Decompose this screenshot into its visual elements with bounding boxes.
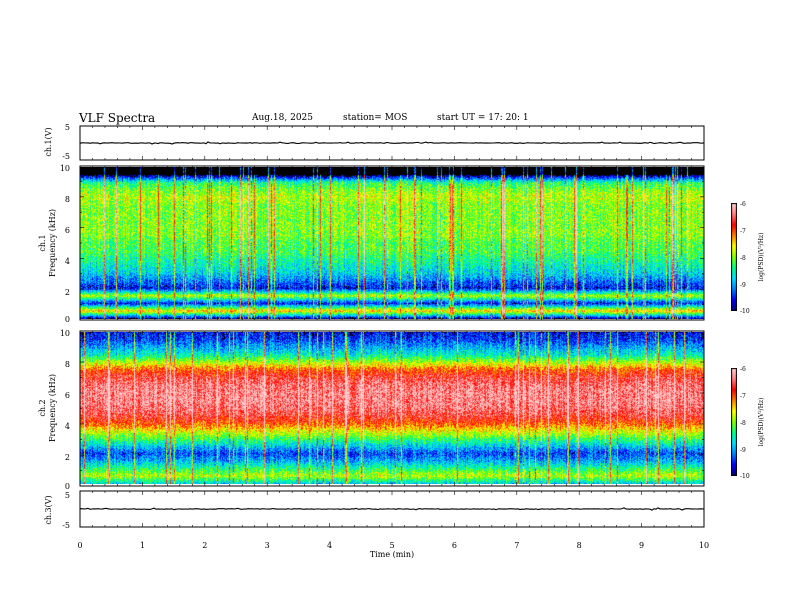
ch2-freq-tick-4: 4 (65, 422, 70, 431)
ch1-freq-ticks: 0 2 4 6 8 10 (60, 164, 70, 324)
colorbar-2-labels: -6 -7 -8 -9 -10 log(PSD)(V²/Hz) (740, 366, 765, 480)
ch1-freq-tick-8: 8 (65, 195, 70, 204)
ch1-freq-tick-6: 6 (65, 226, 70, 235)
panel-frame-2 (79, 165, 705, 321)
cbar1-label: log(PSD)(V²/Hz) (758, 233, 765, 282)
ch1-freq-tick-2: 2 (65, 288, 70, 297)
channel-1-colorbar (731, 203, 737, 311)
ch1-label: ch.1 (38, 234, 47, 251)
x-tick-5: 5 (389, 541, 394, 550)
station-label: station= MOS (343, 113, 408, 123)
cbar2-tick-minus8: -8 (740, 420, 746, 427)
figure-title: VLF Spectra (79, 111, 156, 125)
channel-2-colorbar (731, 368, 737, 476)
x-tick-4: 4 (327, 541, 332, 550)
x-tick-7: 7 (514, 541, 519, 550)
ch1-voltage-tick-bottom: -5 (62, 152, 70, 161)
ch3-voltage-tick-top: 5 (65, 491, 70, 500)
date-label: Aug.18, 2025 (252, 113, 313, 123)
x-tick-1: 1 (140, 541, 145, 550)
ch2-freq-tick-0: 0 (65, 482, 70, 491)
ch1-freq-tick-0: 0 (65, 315, 70, 324)
ch1-freq-tick-10: 10 (60, 164, 70, 173)
x-tick-8: 8 (577, 541, 582, 550)
voltage-trace-ch1 (79, 141, 705, 145)
cbar1-tick-minus8: -8 (740, 255, 746, 262)
voltage-trace-ch3 (79, 507, 705, 511)
ch2-label: ch.2 (38, 399, 47, 416)
ch2-freq-tick-6: 6 (65, 391, 70, 400)
ch2-freq-ticks: 0 2 4 6 8 10 (60, 329, 70, 491)
x-axis-ticks: 0 1 2 3 4 5 6 7 8 9 10 (77, 541, 709, 550)
start-time-label: start UT = 17: 20: 1 (437, 113, 529, 123)
axis-ticks (79, 126, 705, 527)
x-tick-2: 2 (202, 541, 207, 550)
channel-1-spectrogram-image (80, 167, 704, 319)
cbar1-tick-minus7: -7 (740, 228, 746, 235)
cbar2-tick-minus6: -6 (740, 366, 746, 373)
ch2-freq-label: Frequency (kHz) (48, 374, 57, 442)
colorbar-1-labels: -6 -7 -8 -9 -10 log(PSD)(V²/Hz) (740, 201, 765, 315)
channel-2-spectrogram-image (80, 332, 704, 484)
cbar2-label: log(PSD)(V²/Hz) (758, 398, 765, 447)
panel-frame-3 (79, 330, 705, 487)
cbar2-tick-minus10: -10 (740, 473, 750, 480)
cbar2-tick-minus7: -7 (740, 393, 746, 400)
x-tick-3: 3 (265, 541, 270, 550)
x-tick-0: 0 (77, 541, 82, 550)
ch3-voltage-label: ch.3(V) (44, 495, 53, 524)
ch1-freq-label: Frequency (kHz) (48, 209, 57, 277)
cbar1-tick-minus6: -6 (740, 201, 746, 208)
cbar1-tick-minus9: -9 (740, 282, 746, 289)
voltage-traces (79, 141, 705, 511)
ch1-voltage-label: ch.1(V) (44, 127, 53, 156)
ch3-voltage-tick-bottom: -5 (62, 521, 70, 530)
panel-frames (79, 125, 705, 528)
ch2-freq-tick-8: 8 (65, 360, 70, 369)
ch2-freq-tick-10: 10 (60, 329, 70, 338)
ch1-voltage-tick-top: 5 (65, 123, 70, 132)
cbar1-tick-minus10: -10 (740, 308, 750, 315)
x-axis-label: Time (min) (370, 550, 414, 559)
ch2-freq-tick-2: 2 (65, 453, 70, 462)
x-tick-10: 10 (699, 541, 709, 550)
ch1-freq-tick-4: 4 (65, 257, 70, 266)
x-tick-6: 6 (452, 541, 457, 550)
cbar2-tick-minus9: -9 (740, 447, 746, 454)
x-tick-9: 9 (639, 541, 644, 550)
